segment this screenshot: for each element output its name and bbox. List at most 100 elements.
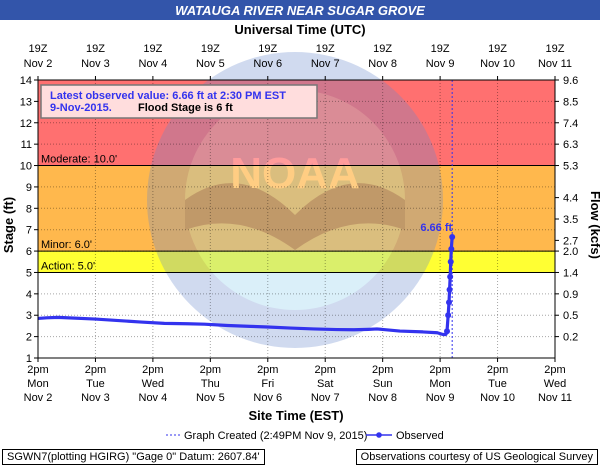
top-tick-hour: 19Z [431,43,450,55]
info-box-line1: Latest observed value: 6.66 ft at 2:30 P… [50,90,286,102]
y-tick-label: 11 [21,139,32,151]
y-tick-label: 12 [20,118,32,130]
x-tick-time: 2pm [200,364,221,376]
chart-title: WATAUGA RIVER NEAR SUGAR GROVE [175,3,425,18]
y-tick-label: 10 [20,161,32,173]
top-tick-date: Nov 6 [253,58,282,70]
y2-tick-label: 5.3 [563,161,578,173]
y-tick-label: 14 [20,75,32,87]
x-tick-time: 2pm [27,364,48,376]
y2-tick-label: 9.6 [563,75,578,87]
x-tick-time: 2pm [142,364,163,376]
observed-point [448,245,455,252]
top-tick-date: Nov 9 [426,58,455,70]
top-tick-date: Nov 10 [480,58,515,70]
top-tick-date: Nov 2 [24,58,53,70]
top-tick-hour: 19Z [258,43,277,55]
observed-point [445,312,452,319]
watermark-disc [185,90,405,310]
x-tick-weekday: Sat [317,378,334,390]
y2-tick-label: 2.7 [563,235,578,247]
watermark-bird [185,183,405,250]
top-tick-hour: 19Z [201,43,220,55]
y-tick-label: 9 [26,182,32,194]
x-tick-weekday: Fri [261,378,274,390]
y2-tick-label: 4.4 [563,193,578,205]
top-tick-hour: 19Z [143,43,162,55]
y-tick-label: 3 [26,310,32,322]
top-tick-date: Nov 8 [368,58,397,70]
info-box-frame [40,84,318,119]
y2-tick-label: 7.4 [563,118,578,130]
x-tick-date: Nov 7 [311,392,340,404]
y-tick-label: 5 [26,267,32,279]
y-tick-label: 2 [26,332,32,344]
y-tick-label: 13 [20,96,32,108]
y2-tick-label: 1.4 [563,267,578,279]
noaa-watermark: NOAA [147,52,443,348]
axes: 12345678910111213140.20.50.91.42.02.73.5… [20,43,579,404]
x-tick-time: 2pm [487,364,508,376]
band-minor [38,251,555,273]
y-axis-label: Stage (ft) [1,197,16,253]
y2-axis-label: Flow (kcfs) [588,191,600,259]
threshold-lines: Moderate: 10.0' Minor: 6.0' Action: 5.0' [38,154,555,273]
top-axis-label: Universal Time (UTC) [234,22,365,37]
footer-datum: SGWN7(plotting HGIRG) "Gage 0" Datum: 26… [2,449,265,465]
y2-tick-label: 0.5 [563,310,578,322]
legend-observed-marker [376,432,382,438]
x-tick-date: Nov 4 [139,392,168,404]
threshold-label: Moderate: 10.0' [41,154,117,166]
x-tick-weekday: Sun [373,378,393,390]
top-tick-hour: 19Z [29,43,48,55]
y2-tick-label: 0.9 [563,289,578,301]
x-tick-date: Nov 5 [196,392,225,404]
y2-tick-label: 3.5 [563,214,578,226]
x-axis-label: Site Time (EST) [248,408,343,423]
x-tick-weekday: Mon [429,378,450,390]
band-moderate [38,165,555,252]
observed-series [37,233,456,337]
legend-graph-created-label: Graph Created (2:49PM Nov 9, 2015) [184,430,367,442]
top-tick-hour: 19Z [86,43,105,55]
info-box-flood-stage: Flood Stage is 6 ft [138,102,233,114]
top-tick-hour: 19Z [316,43,335,55]
top-tick-date: Nov 3 [81,58,110,70]
top-tick-hour: 19Z [546,43,565,55]
info-box: Latest observed value: 6.66 ft at 2:30 P… [40,84,318,119]
top-tick-date: Nov 7 [311,58,340,70]
threshold-label: Action: 5.0' [41,260,95,272]
top-tick-hour: 19Z [488,43,507,55]
x-tick-weekday: Mon [27,378,48,390]
y2-tick-label: 0.2 [563,332,578,344]
x-tick-date: Nov 11 [538,392,572,404]
flood-bands [38,80,555,358]
x-tick-date: Nov 3 [81,392,110,404]
y-tick-label: 8 [26,203,32,215]
threshold-label: Minor: 6.0' [41,239,92,251]
title-bar [0,0,600,20]
hydrograph-chart: WATAUGA RIVER NEAR SUGAR GROVE Universal… [0,0,600,442]
watermark-text: NOAA [230,149,360,198]
top-tick-hour: 19Z [373,43,392,55]
y2-tick-label: 8.5 [563,96,578,108]
x-tick-date: Nov 6 [253,392,282,404]
y-tick-label: 6 [26,246,32,258]
x-tick-weekday: Tue [86,378,105,390]
top-tick-date: Nov 4 [139,58,168,70]
x-tick-date: Nov 2 [24,392,53,404]
x-tick-date: Nov 9 [426,392,455,404]
x-tick-time: 2pm [85,364,106,376]
x-tick-time: 2pm [429,364,450,376]
observed-point [446,299,453,306]
y-tick-label: 1 [26,353,32,365]
x-tick-time: 2pm [257,364,278,376]
top-tick-date: Nov 11 [538,58,572,70]
x-tick-time: 2pm [544,364,565,376]
y-tick-label: 7 [26,225,32,237]
x-tick-weekday: Wed [142,378,164,390]
top-tick-date: Nov 5 [196,58,225,70]
info-box-date: 9-Nov-2015. [50,102,112,114]
x-tick-time: 2pm [372,364,393,376]
y-tick-label: 4 [26,289,32,301]
